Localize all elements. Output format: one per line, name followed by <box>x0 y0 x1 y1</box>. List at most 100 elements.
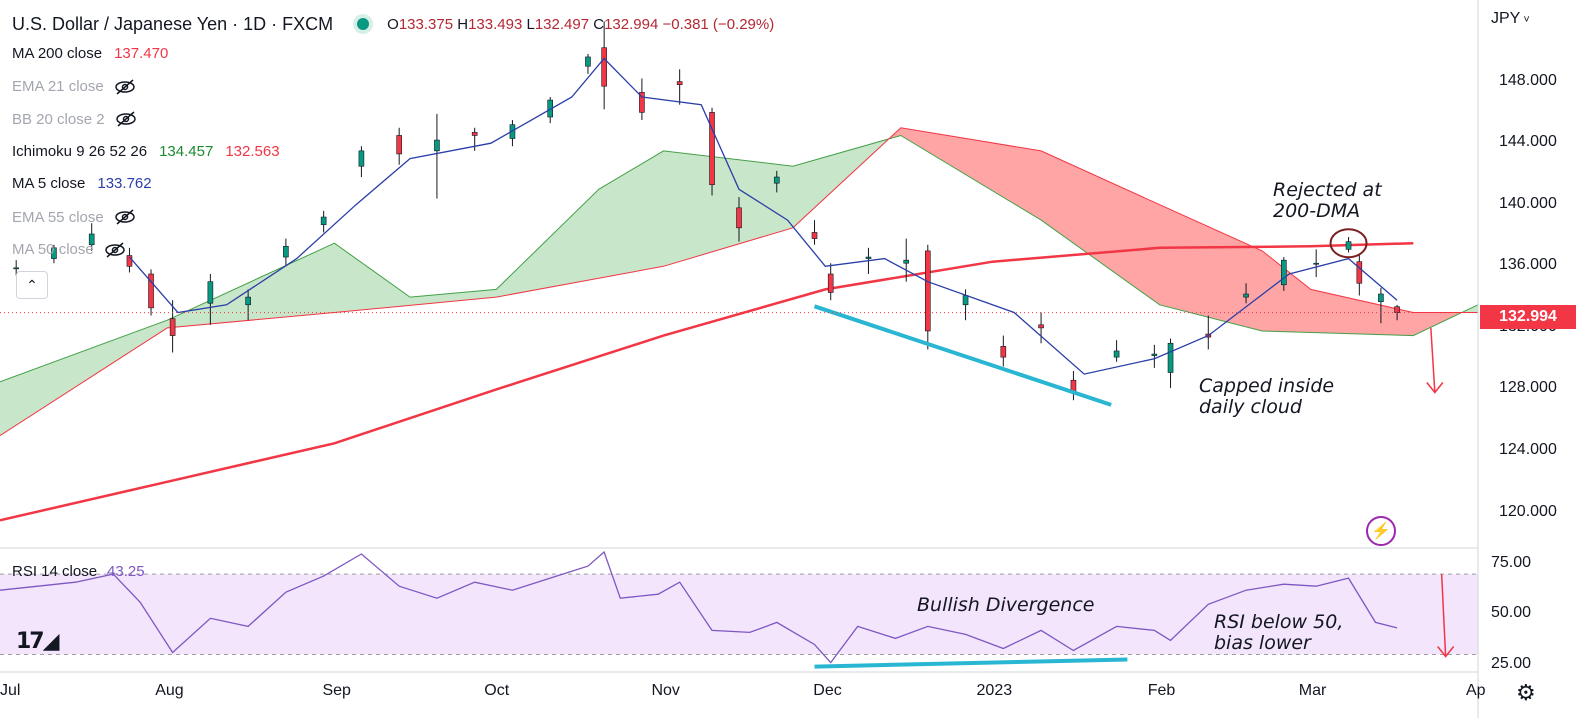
candle-body <box>1167 342 1174 373</box>
candle-body <box>1000 346 1007 358</box>
candle <box>676 69 683 105</box>
indicator-legend-row[interactable]: Ichimoku 9 26 52 26 134.457 132.563 <box>12 143 280 160</box>
symbol-title[interactable]: U.S. Dollar / Japanese Yen · 1D · FXCM <box>12 13 334 34</box>
time-tick-label: Feb <box>1147 682 1176 699</box>
annotation-divergence[interactable]: Bullish Divergence <box>917 594 1095 616</box>
candle <box>585 53 591 74</box>
candle <box>811 220 818 245</box>
eye-hidden-icon[interactable] <box>104 241 126 259</box>
price-support-trendline <box>813 304 1112 407</box>
candle <box>320 210 327 233</box>
candle <box>1167 338 1174 388</box>
annotation-capped[interactable]: Capped inside daily cloud <box>1199 375 1335 418</box>
eye-hidden-icon[interactable] <box>114 78 136 96</box>
candle-body <box>865 256 872 259</box>
annotation-rejected[interactable]: Rejected at 200-DMA <box>1273 179 1382 222</box>
candle-body <box>639 92 645 113</box>
candle-body <box>396 135 402 155</box>
candle <box>773 170 780 193</box>
ohlc-values: O133.375 H133.493 L132.497 C132.994 −0.3… <box>387 15 775 33</box>
candle-body <box>924 250 931 332</box>
candle-body <box>434 139 440 152</box>
time-tick-label: Mar <box>1298 682 1327 699</box>
ma5-path <box>129 57 1398 375</box>
candle <box>169 300 176 353</box>
candle <box>1243 283 1249 304</box>
time-tick-label: Aug <box>155 682 184 699</box>
rsi-band <box>0 574 1478 655</box>
candle <box>283 238 289 267</box>
lightning-icon[interactable]: ⚡ <box>1366 516 1396 546</box>
indicator-value: 133.762 <box>97 175 152 193</box>
indicator-value: 132.563 <box>225 142 280 160</box>
currency-selector[interactable]: JPY ˅ <box>1491 10 1530 27</box>
candle-body <box>736 207 742 229</box>
symbol-row[interactable]: U.S. Dollar / Japanese Yen · 1D · FXCM O… <box>12 12 774 36</box>
gear-icon[interactable]: ⚙ <box>1516 680 1536 705</box>
indicator-value: 134.457 <box>159 142 214 160</box>
price-down-arrow <box>1430 327 1436 393</box>
drawing-overlay <box>0 228 1478 669</box>
candle-body <box>1356 261 1363 284</box>
eye-hidden-icon[interactable] <box>114 208 136 226</box>
candle-body <box>51 247 57 259</box>
chart-legend: U.S. Dollar / Japanese Yen · 1D · FXCM O… <box>12 12 774 36</box>
candle <box>396 127 402 165</box>
indicator-legend-row[interactable]: MA 200 close 137.470 <box>12 45 168 62</box>
indicator-legend-row[interactable]: EMA 21 close <box>12 78 136 96</box>
candle-body <box>207 281 214 304</box>
candle <box>924 244 931 350</box>
candle <box>1070 370 1077 401</box>
price-tick-label: 128.000 <box>1499 379 1557 397</box>
rejection-circle <box>1329 228 1368 259</box>
eye-hidden-icon[interactable] <box>115 110 137 128</box>
collapse-legend-button[interactable]: ⌃ <box>16 271 48 299</box>
rsi-tick-label: 75.00 <box>1491 554 1532 572</box>
ma5-line <box>129 57 1398 375</box>
time-tick-label: Jul <box>0 682 21 699</box>
candle-body <box>1313 262 1319 265</box>
indicator-legend-row[interactable]: MA 5 close 133.762 <box>12 175 152 192</box>
tradingview-logo[interactable]: 17◢ <box>16 629 60 654</box>
candle-body <box>1243 293 1249 298</box>
candle <box>509 120 516 147</box>
rsi-legend[interactable]: RSI 14 close 43.25 <box>12 563 145 580</box>
rsi-pane <box>0 550 1478 664</box>
candle <box>639 78 645 121</box>
rsi-down-arrow-head <box>1437 646 1455 658</box>
candle <box>88 223 95 251</box>
market-status-icon[interactable] <box>357 18 370 30</box>
candle <box>1313 249 1319 278</box>
indicator-legend-row[interactable]: EMA 55 close <box>12 208 136 226</box>
candle-body <box>1151 353 1158 356</box>
indicator-legend-row[interactable]: BB 20 close 2 <box>12 110 137 128</box>
candle <box>245 289 251 321</box>
candle <box>1345 237 1352 253</box>
indicator-legend-row[interactable]: MA 50 close <box>12 241 126 259</box>
candle <box>126 247 133 273</box>
annotation-rsi-note[interactable]: RSI below 50, bias lower <box>1214 611 1344 654</box>
candle <box>709 107 715 196</box>
candle <box>434 113 440 199</box>
indicator-label: EMA 21 close <box>12 78 104 96</box>
indicator-label: MA 5 close <box>12 175 86 193</box>
indicator-label: BB 20 close 2 <box>12 110 105 128</box>
indicator-label: MA 50 close <box>12 241 94 259</box>
candle-body <box>358 150 365 167</box>
candle <box>1113 340 1120 362</box>
cloud-bullish <box>0 137 890 436</box>
candlesticks <box>13 21 1400 401</box>
candle <box>1394 304 1400 321</box>
candle-body <box>471 132 478 136</box>
candle <box>1151 344 1158 368</box>
indicator-value: 137.470 <box>114 45 169 62</box>
candle-body <box>245 296 251 306</box>
chevron-up-icon: ⌃ <box>26 276 38 293</box>
candle-body <box>827 273 834 293</box>
price-tick-label: 136.000 <box>1499 256 1557 274</box>
candle-body <box>676 81 683 85</box>
candle-body <box>585 56 591 67</box>
candle-body <box>1113 350 1120 358</box>
candle-body <box>601 47 607 87</box>
